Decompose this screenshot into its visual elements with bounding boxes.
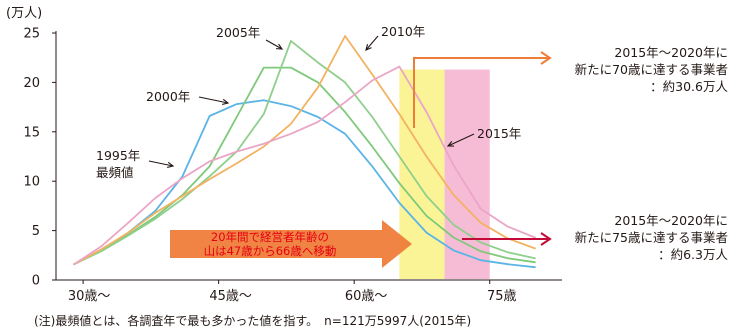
pointer-1995	[148, 160, 174, 167]
pointer-2005	[265, 39, 283, 50]
label-2015: 2015年	[477, 126, 522, 141]
callout-75-connector-head	[540, 232, 552, 246]
y-tick-label: 20	[23, 76, 40, 91]
x-tick-label: 30歳～	[68, 289, 111, 304]
series-lines	[73, 35, 536, 269]
callout-age-70: 2015年～2020年に 新たに70歳に達する事業者 ：約30.6万人	[574, 45, 728, 94]
y-tick-label: 0	[32, 274, 40, 289]
callout-70-connector	[413, 57, 548, 128]
pointer-2000-head	[222, 98, 230, 105]
shaded-band-1	[444, 69, 490, 279]
x-tick-label: 75歳	[487, 289, 517, 304]
age-shift-arrow-shape	[170, 220, 412, 268]
x-tick-label: 60歳～	[345, 289, 388, 304]
footnote: (注)最頻値とは、各調査年で最も多かった値を指す。 n=121万5997人(20…	[34, 314, 472, 328]
pointer-arrows	[148, 35, 552, 246]
y-tick-label: 15	[23, 125, 40, 140]
x-tick-label: 45歳～	[209, 289, 252, 304]
pointer-2015-head	[446, 141, 455, 147]
pointer-2005-head	[275, 43, 284, 50]
pointer-2010-head	[365, 44, 372, 51]
series-line-1995年	[73, 99, 536, 269]
pointer-1995-head	[167, 161, 175, 168]
series-line-2005年	[73, 40, 536, 266]
callout-70-connector-head	[540, 51, 552, 65]
pointer-2015	[447, 133, 475, 147]
series-line-2015年	[73, 65, 536, 266]
series-line-2000年	[73, 66, 536, 266]
label-2005: 2005年	[216, 25, 261, 40]
label-2000: 2000年	[146, 89, 191, 104]
callout-age-75: 2015年～2020年に 新たに75歳に達する事業者 ：約6.3万人	[574, 213, 728, 262]
y-tick-label: 10	[23, 175, 40, 190]
pointer-2010	[365, 35, 379, 51]
series-line-2010年	[73, 35, 536, 266]
y-tick-label: 25	[23, 27, 40, 42]
age-shift-arrow-text: 山は47歳から66歳へ移動	[204, 244, 337, 258]
y-unit-label: (万人)	[6, 6, 42, 21]
label-1995: 1995年 最頻値	[96, 148, 141, 180]
shaded-regions	[399, 69, 490, 279]
axes	[52, 31, 562, 284]
age-shift-arrow	[170, 220, 412, 268]
age-shift-arrow-text: 20年間で経営者年齢の	[211, 230, 329, 244]
label-2010: 2010年	[381, 24, 426, 39]
chart-text: 0 5 10 15 20 25 (万人) 30歳～ 45歳～ 60歳～ 75歳 20年間で経営者年齢の…	[6, 6, 516, 304]
y-tick-label: 5	[32, 224, 40, 239]
pointer-2000	[198, 96, 229, 104]
